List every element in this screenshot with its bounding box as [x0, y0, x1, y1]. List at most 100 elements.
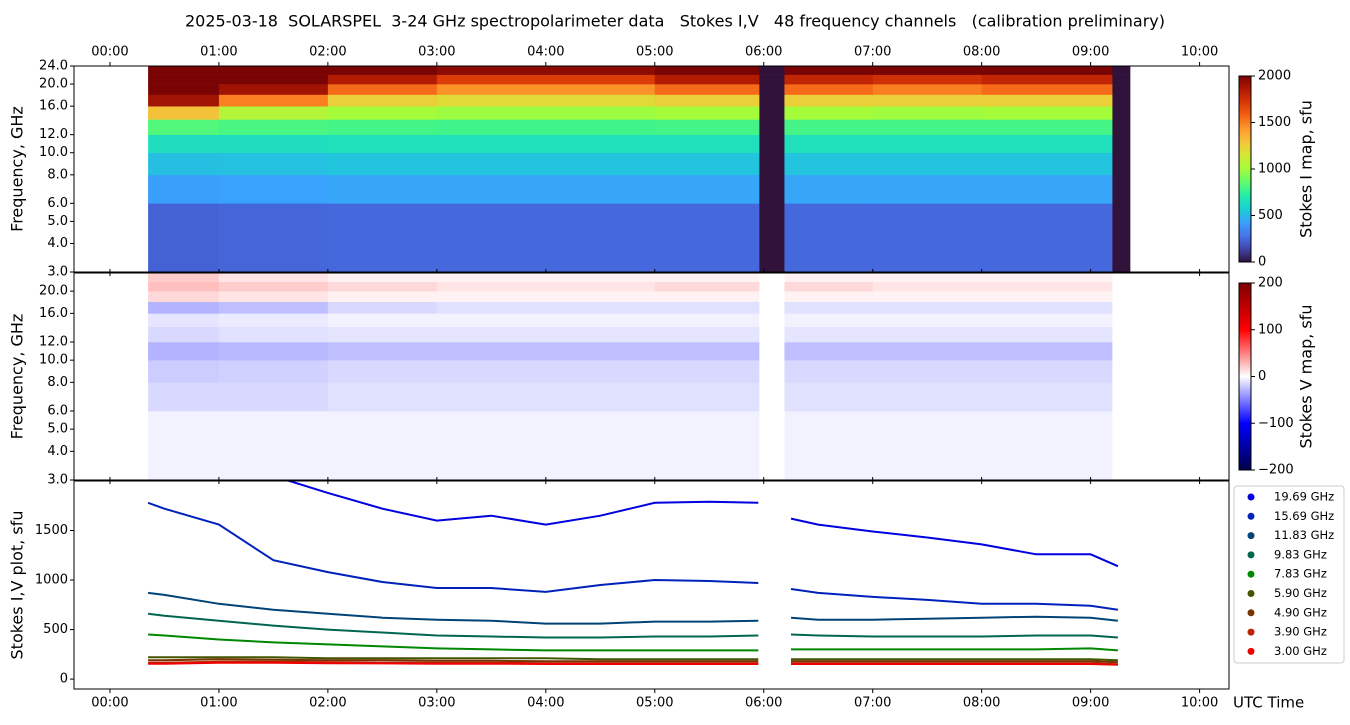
x-tick-label: 01:00 — [200, 45, 237, 60]
heatmap-cell — [784, 66, 874, 75]
x-tick-label: 07:00 — [854, 45, 891, 60]
x-tick-label: 09:00 — [1072, 696, 1109, 711]
heatmap-cell — [1112, 382, 1131, 412]
y-tick-label: 6.0 — [47, 196, 68, 211]
colorbar-tick-label: −200 — [1258, 463, 1294, 478]
heatmap-cell — [784, 152, 874, 176]
heatmap-cell — [759, 134, 785, 154]
heatmap-cell — [327, 74, 438, 85]
heatmap-cell — [218, 119, 329, 135]
x-tick-label: 07:00 — [854, 696, 891, 711]
heatmap-cell — [218, 360, 329, 383]
y-tick-label: 500 — [43, 622, 68, 637]
legend-marker — [1247, 570, 1255, 578]
colorbar-tick-label: 500 — [1258, 208, 1283, 223]
colorbar-label: Stokes I map, sfu — [1297, 100, 1316, 238]
series-line — [148, 658, 1118, 664]
legend-label: 11.83 GHz — [1274, 528, 1334, 542]
x-tick-label: 01:00 — [200, 696, 237, 711]
y-tick-label: 4.0 — [47, 236, 68, 251]
heatmap-cell — [872, 360, 983, 383]
heatmap-cell — [148, 84, 220, 95]
heatmap-cell — [1112, 119, 1131, 135]
heatmap-cell — [784, 119, 874, 135]
heatmap-cell — [218, 326, 329, 343]
y-axis-label: Frequency, GHz — [8, 314, 27, 440]
heatmap-cell — [981, 84, 1113, 95]
heatmap-cell — [545, 119, 656, 135]
heatmap-cell — [872, 326, 983, 343]
heatmap-cell — [784, 174, 874, 204]
heatmap-cell — [784, 273, 874, 282]
x-tick-label: 00:00 — [91, 696, 128, 711]
heatmap-cell — [327, 174, 438, 204]
heatmap-cell — [981, 326, 1113, 343]
heatmap — [148, 273, 1131, 481]
heatmap-cell — [981, 152, 1113, 176]
heatmap-cell — [759, 342, 785, 361]
heatmap-cell — [545, 342, 656, 361]
y-tick-label: 5.0 — [47, 422, 68, 437]
x-tick-label: 09:00 — [1072, 45, 1109, 60]
heatmap-cell — [1112, 342, 1131, 361]
x-tick-label: 08:00 — [963, 696, 1000, 711]
heatmap-cell — [218, 411, 329, 481]
y-tick-label: 3.0 — [47, 265, 68, 280]
heatmap-cell — [981, 382, 1113, 412]
y-tick-label: 8.0 — [47, 375, 68, 390]
heatmap-cell — [1112, 94, 1131, 107]
heatmap-cell — [784, 360, 874, 383]
heatmap-cell — [784, 382, 874, 412]
heatmap-cell — [1112, 84, 1131, 95]
heatmap-cell — [327, 152, 438, 176]
heatmap-cell — [981, 66, 1113, 75]
x-tick-label: 02:00 — [309, 696, 346, 711]
heatmap-cell — [327, 411, 438, 481]
heatmap-cell — [654, 273, 760, 282]
heatmap-cell — [784, 326, 874, 343]
heatmap-cell — [218, 291, 329, 302]
heatmap-cell — [1112, 411, 1131, 481]
heatmap-cell — [148, 66, 220, 75]
heatmap-cell — [436, 411, 547, 481]
heatmap-cell — [436, 152, 547, 176]
heatmap-cell — [784, 106, 874, 120]
heatmap-cell — [872, 106, 983, 120]
heatmap-cell — [784, 291, 874, 302]
heatmap-cell — [654, 360, 760, 383]
heatmap-cell — [654, 291, 760, 302]
heatmap-cell — [148, 152, 220, 176]
heatmap-cell — [327, 360, 438, 383]
y-tick-label: 12.0 — [39, 127, 68, 142]
series-line — [286, 481, 1119, 568]
y-tick-label: 12.0 — [39, 335, 68, 350]
heatmap-cell — [545, 94, 656, 107]
heatmap-cell — [436, 174, 547, 204]
heatmap-cell — [759, 152, 785, 176]
legend-label: 15.69 GHz — [1274, 509, 1334, 523]
heatmap-cell — [872, 281, 983, 292]
heatmap-cell — [545, 411, 656, 481]
heatmap-cell — [545, 106, 656, 120]
legend-marker — [1247, 628, 1255, 636]
legend-label: 3.90 GHz — [1274, 625, 1327, 639]
heatmap-cell — [436, 281, 547, 292]
heatmap-cell — [545, 360, 656, 383]
heatmap-cell — [545, 134, 656, 154]
heatmap-cell — [981, 134, 1113, 154]
heatmap-cell — [784, 134, 874, 154]
heatmap-cell — [1112, 291, 1131, 302]
heatmap-cell — [436, 94, 547, 107]
heatmap-cell — [436, 301, 547, 314]
heatmap-cell — [436, 66, 547, 75]
heatmap-cell — [545, 291, 656, 302]
heatmap-cell — [545, 203, 656, 273]
heatmap-cell — [218, 273, 329, 282]
heatmap-cell — [436, 291, 547, 302]
heatmap-cell — [148, 74, 220, 85]
heatmap-cell — [218, 66, 329, 75]
colorbar-tick-label: 1000 — [1258, 162, 1291, 177]
heatmap-cell — [218, 281, 329, 292]
heatmap-cell — [327, 281, 438, 292]
